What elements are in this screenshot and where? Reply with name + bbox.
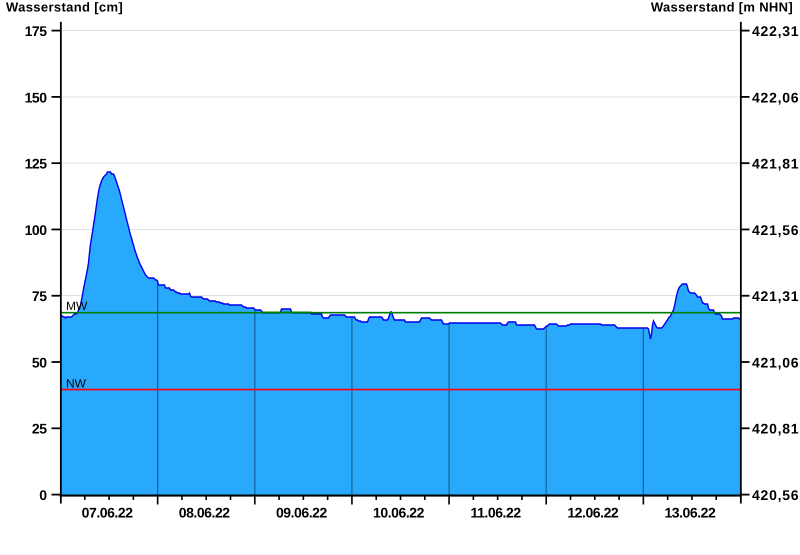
svg-text:421,56: 421,56 (752, 222, 799, 238)
svg-text:10.06.22: 10.06.22 (373, 505, 425, 521)
svg-text:50: 50 (32, 354, 47, 370)
svg-text:Wasserstand [cm]: Wasserstand [cm] (6, 0, 123, 14)
svg-text:Wasserstand [m NHN]: Wasserstand [m NHN] (651, 0, 793, 15)
svg-text:420,56: 420,56 (752, 487, 799, 503)
svg-text:25: 25 (32, 421, 47, 437)
svg-text:12.06.22: 12.06.22 (567, 505, 619, 521)
svg-text:08.06.22: 08.06.22 (179, 505, 231, 521)
svg-text:13.06.22: 13.06.22 (664, 505, 716, 521)
svg-text:422,31: 422,31 (752, 23, 799, 39)
svg-text:422,06: 422,06 (752, 89, 799, 105)
svg-text:175: 175 (25, 23, 48, 39)
svg-text:75: 75 (32, 288, 47, 304)
svg-text:NW: NW (66, 377, 87, 391)
svg-text:421,31: 421,31 (752, 288, 799, 304)
svg-text:421,81: 421,81 (752, 156, 799, 172)
svg-text:0: 0 (39, 487, 47, 503)
svg-text:421,06: 421,06 (752, 354, 799, 370)
svg-text:07.06.22: 07.06.22 (82, 505, 134, 521)
svg-text:MW: MW (66, 299, 88, 313)
svg-text:150: 150 (25, 89, 48, 105)
svg-text:11.06.22: 11.06.22 (471, 505, 522, 521)
svg-text:125: 125 (25, 156, 48, 172)
svg-text:420,81: 420,81 (752, 421, 799, 437)
svg-text:09.06.22: 09.06.22 (276, 505, 328, 521)
svg-text:100: 100 (25, 222, 48, 238)
